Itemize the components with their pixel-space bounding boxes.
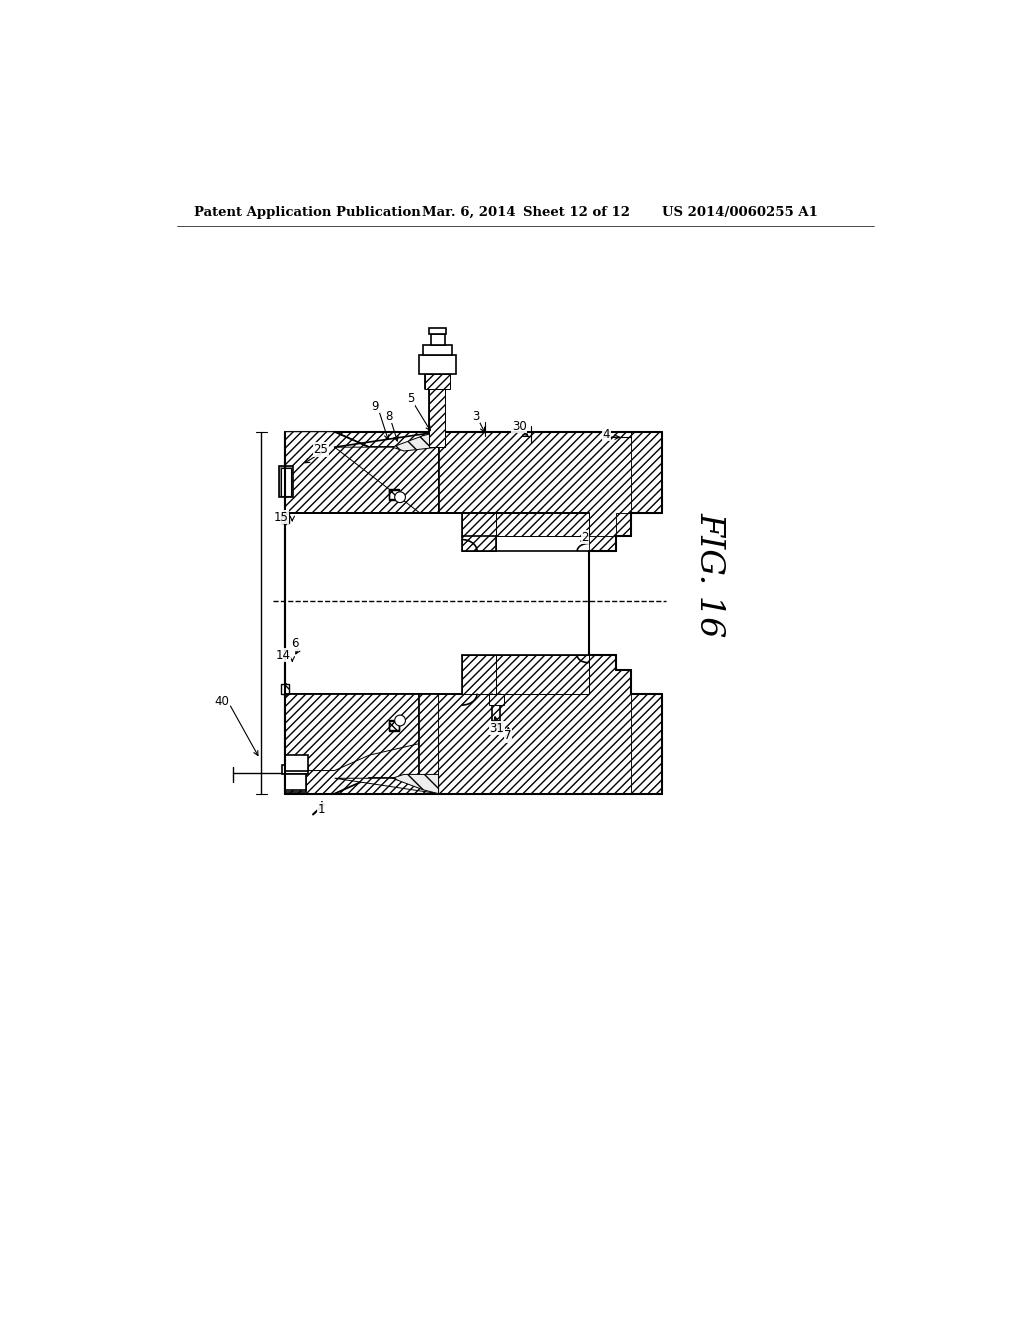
Bar xyxy=(282,515,289,524)
Polygon shape xyxy=(392,775,438,793)
Text: 4: 4 xyxy=(603,428,610,441)
Polygon shape xyxy=(488,693,504,705)
Bar xyxy=(388,488,399,499)
Text: Patent Application Publication: Patent Application Publication xyxy=(194,206,421,219)
Polygon shape xyxy=(589,536,615,552)
Text: FIG. 16: FIG. 16 xyxy=(693,512,726,636)
Bar xyxy=(388,719,399,730)
Polygon shape xyxy=(462,512,589,552)
Text: 8: 8 xyxy=(385,409,392,422)
Text: 14: 14 xyxy=(275,648,291,661)
Circle shape xyxy=(394,715,406,726)
Polygon shape xyxy=(462,655,589,693)
Polygon shape xyxy=(285,432,419,512)
Polygon shape xyxy=(615,512,631,536)
Polygon shape xyxy=(392,432,438,451)
Polygon shape xyxy=(429,385,444,447)
Bar xyxy=(389,490,398,499)
Text: 2: 2 xyxy=(581,531,589,544)
Text: 31: 31 xyxy=(489,722,505,735)
Bar xyxy=(423,345,452,355)
Polygon shape xyxy=(497,655,589,693)
Bar xyxy=(285,775,306,789)
Bar xyxy=(431,334,444,345)
Polygon shape xyxy=(589,655,615,671)
Bar xyxy=(419,355,456,374)
Bar xyxy=(285,515,589,693)
Polygon shape xyxy=(425,374,451,389)
Text: 7: 7 xyxy=(504,730,512,742)
Text: 9: 9 xyxy=(372,400,379,413)
Text: 15: 15 xyxy=(273,511,289,524)
Text: Mar. 6, 2014: Mar. 6, 2014 xyxy=(422,206,515,219)
Text: 3: 3 xyxy=(472,409,479,422)
Bar xyxy=(281,469,292,496)
Polygon shape xyxy=(335,432,438,512)
Text: Sheet 12 of 12: Sheet 12 of 12 xyxy=(523,206,630,219)
Polygon shape xyxy=(285,655,631,793)
Text: 25: 25 xyxy=(313,444,328,455)
Polygon shape xyxy=(335,693,438,793)
Text: US 2014/0060255 A1: US 2014/0060255 A1 xyxy=(662,206,818,219)
Polygon shape xyxy=(631,432,662,512)
Bar xyxy=(280,466,293,498)
Polygon shape xyxy=(285,432,631,536)
Text: 30: 30 xyxy=(512,420,526,433)
Bar xyxy=(283,766,308,775)
Polygon shape xyxy=(497,512,589,536)
Text: 5: 5 xyxy=(408,392,415,405)
Bar xyxy=(282,684,289,693)
Text: 1: 1 xyxy=(317,803,326,816)
Polygon shape xyxy=(285,693,419,771)
Polygon shape xyxy=(615,671,631,693)
Circle shape xyxy=(394,492,406,503)
Bar xyxy=(429,327,446,334)
Bar xyxy=(285,770,306,792)
Text: 6: 6 xyxy=(291,638,298,649)
Bar xyxy=(285,755,307,771)
Text: 40: 40 xyxy=(214,694,228,708)
Bar xyxy=(389,721,398,730)
Polygon shape xyxy=(631,693,662,793)
